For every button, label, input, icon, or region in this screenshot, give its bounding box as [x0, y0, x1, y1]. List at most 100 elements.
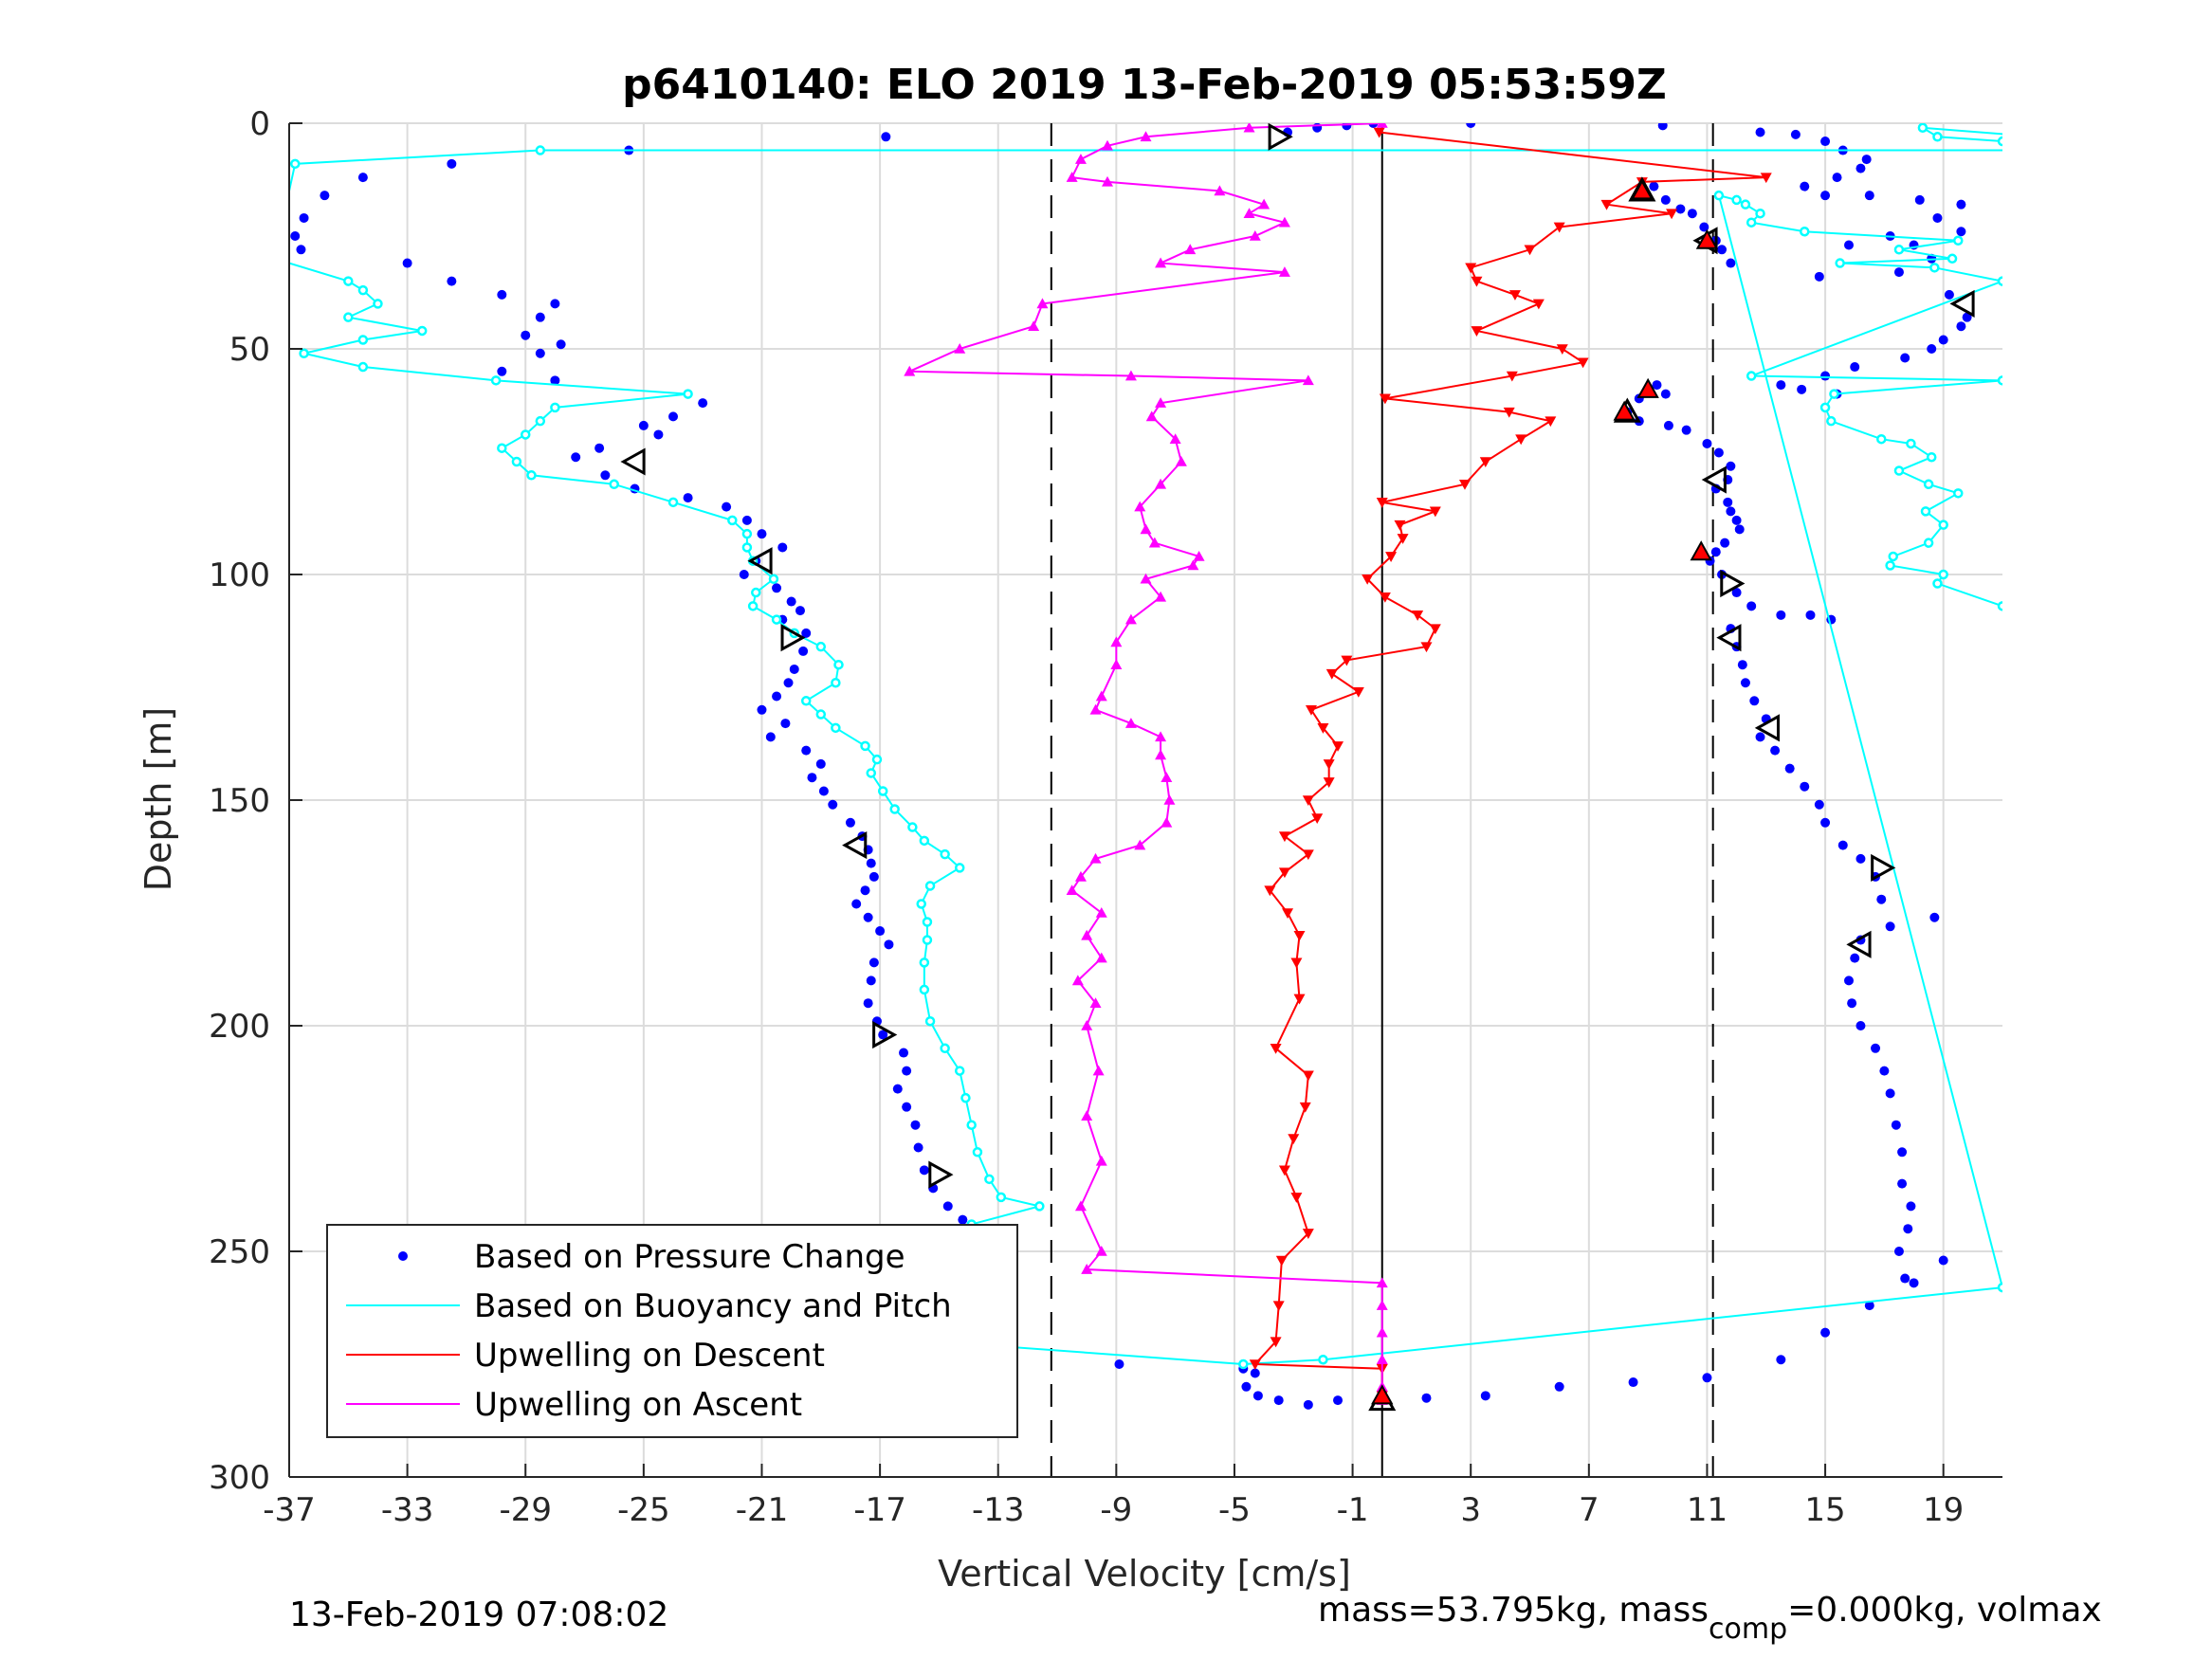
buoyancy-point	[815, 709, 827, 720]
pressure-point	[1893, 1247, 1904, 1256]
x-tick-label: 15	[1804, 1491, 1845, 1529]
pressure-point	[1891, 1120, 1901, 1130]
open-triangle-marker	[780, 624, 806, 652]
ascent-line	[908, 123, 1383, 1401]
pressure-point	[1900, 1273, 1910, 1284]
buoyancy-point	[1932, 578, 1943, 589]
x-tick-label: -9	[1100, 1491, 1132, 1529]
buoyancy-point	[1923, 479, 1934, 490]
buoyancy-point	[966, 1120, 977, 1130]
pressure-point	[497, 366, 507, 376]
ascent-point	[1081, 1020, 1093, 1030]
descent-point	[1412, 611, 1424, 621]
pressure-point	[780, 719, 791, 729]
pressure-point	[958, 1214, 968, 1225]
pressure-point	[1938, 1255, 1948, 1266]
pressure-point	[765, 732, 776, 742]
pressure-point	[1938, 335, 1948, 345]
x-tick-label: -13	[972, 1491, 1025, 1529]
ascent-point	[1095, 907, 1107, 918]
pressure-point	[899, 1048, 909, 1058]
pressure-point	[1856, 853, 1866, 864]
buoyancy-point	[866, 768, 877, 778]
ascent-point	[1101, 175, 1113, 187]
open-triangle-marker	[872, 1020, 898, 1049]
buoyancy-point	[815, 641, 827, 652]
descent-point	[1270, 1337, 1282, 1348]
red-marker	[1690, 540, 1712, 561]
y-tick-label: 50	[229, 331, 270, 369]
footer-mass-part2: =0.000kg, volmax	[1787, 1591, 2102, 1630]
pressure-point	[1800, 181, 1810, 191]
x-tick-label: 7	[1579, 1491, 1600, 1529]
ascent-point	[1110, 636, 1123, 647]
buoyancy-point	[860, 740, 870, 752]
x-tick-label: 3	[1460, 1491, 1481, 1529]
ascent-point	[1124, 718, 1137, 728]
ascent-point	[1148, 537, 1161, 548]
ascent-point	[1376, 1277, 1388, 1288]
pressure-point	[683, 493, 693, 503]
buoyancy-point	[984, 1174, 995, 1185]
pressure-point	[1820, 137, 1831, 147]
buoyancy-point	[511, 456, 522, 467]
ascent-point	[1081, 1110, 1093, 1121]
pressure-point	[1864, 191, 1874, 201]
buoyancy-point	[954, 863, 965, 873]
y-tick-label: 150	[209, 782, 270, 820]
open-triangle-marker	[1754, 714, 1780, 742]
pressure-point	[1776, 1355, 1786, 1365]
ascent-point	[1249, 230, 1261, 241]
descent-point	[1302, 1229, 1314, 1239]
buoyancy-point	[833, 659, 844, 670]
open-triangle-marker	[1949, 289, 1975, 318]
descent-point	[1278, 867, 1290, 879]
descent-point	[1302, 849, 1314, 861]
pressure-point	[1820, 191, 1831, 201]
buoyancy-point	[1034, 1201, 1045, 1212]
pressure-point	[1628, 1377, 1638, 1388]
buoyancy-point	[609, 479, 619, 490]
ascent-point	[1124, 370, 1137, 381]
descent-point	[1282, 908, 1294, 919]
ascent-point	[1376, 1326, 1388, 1338]
pressure-point	[772, 691, 782, 702]
pressure-point	[902, 1066, 912, 1076]
buoyancy-point	[667, 497, 679, 508]
buoyancy-point	[1917, 123, 1929, 134]
descent-point	[1666, 209, 1678, 220]
pressure-point	[1837, 840, 1848, 850]
pressure-point	[772, 583, 782, 593]
ascent-point	[1134, 501, 1146, 512]
descent-point	[1288, 1134, 1300, 1144]
ascent-point	[1155, 749, 1167, 760]
pressure-point	[1114, 1359, 1124, 1369]
pressure-point	[798, 646, 809, 656]
descent-point	[1373, 127, 1385, 138]
ascent-point	[1074, 1200, 1087, 1212]
pressure-point	[1897, 1147, 1908, 1158]
buoyancy-point	[1997, 601, 2002, 611]
buoyancy-point	[996, 1192, 1007, 1203]
legend-entry: Based on Buoyancy and Pitch	[474, 1287, 952, 1325]
pressure-point	[868, 957, 879, 968]
ascent-point	[1214, 185, 1226, 196]
pressure-point	[638, 420, 649, 430]
y-tick-label: 300	[209, 1459, 270, 1497]
ascent-point	[1187, 559, 1199, 571]
descent-point	[1515, 434, 1527, 446]
open-triangle-marker	[1268, 123, 1293, 151]
ascent-point	[1155, 478, 1167, 489]
buoyancy-point	[299, 348, 309, 359]
open-triangle-marker	[928, 1160, 954, 1189]
buoyancy-point	[771, 614, 782, 625]
descent-point	[1545, 416, 1557, 428]
descent-point	[1317, 723, 1329, 734]
pressure-point	[571, 452, 581, 463]
pressure-point	[722, 501, 732, 512]
pressure-point	[942, 1201, 953, 1212]
buoyancy-point	[1893, 465, 1905, 476]
pressure-point	[863, 912, 873, 922]
pressure-point	[757, 704, 767, 715]
buoyancy-point	[1920, 506, 1931, 517]
